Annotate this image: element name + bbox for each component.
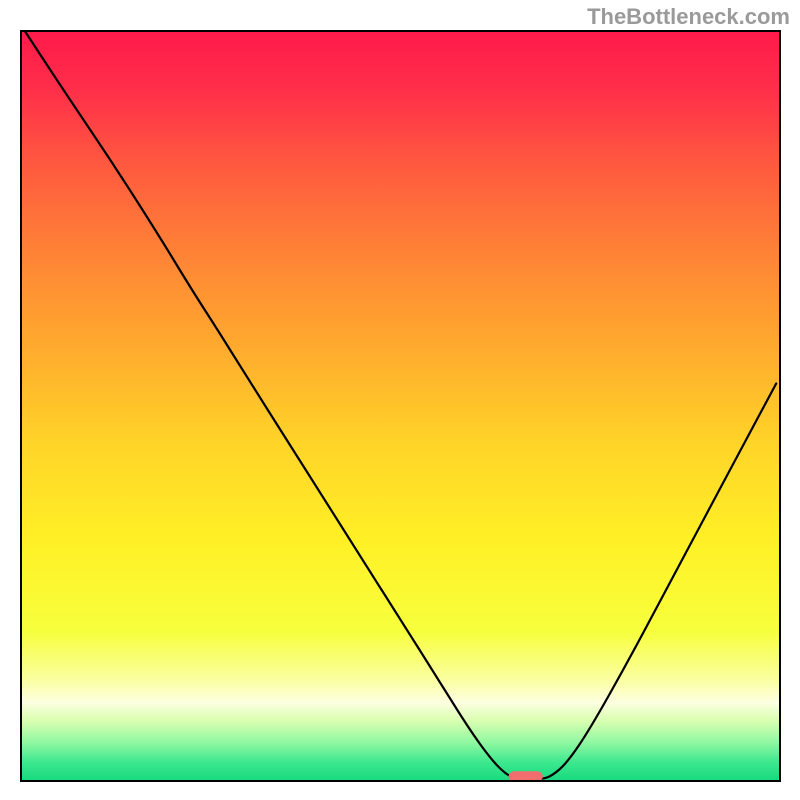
chart-background-gradient (21, 31, 780, 781)
bottleneck-chart (0, 0, 800, 800)
